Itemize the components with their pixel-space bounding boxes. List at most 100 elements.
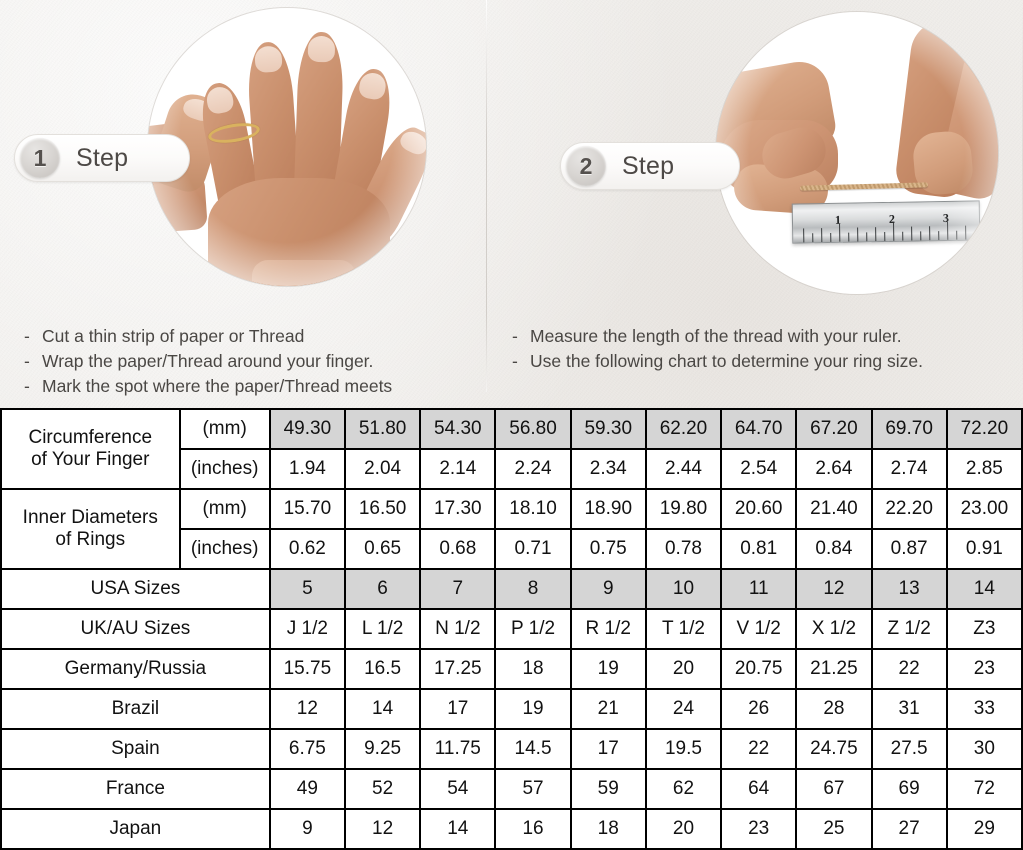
table-cell: 21.40 bbox=[795, 488, 873, 530]
table-cell: 12 bbox=[343, 808, 422, 850]
table-row: Inner Diameters of Rings (mm) 15.70 16.50 17.… bbox=[0, 488, 1023, 570]
table-cell: 10 bbox=[644, 568, 723, 610]
table-cell: 20 bbox=[644, 808, 723, 850]
table-cell: J 1/2 bbox=[268, 608, 346, 650]
table-cell: N 1/2 bbox=[419, 608, 497, 650]
table-cell: 0.75 bbox=[569, 528, 647, 570]
table-row: Circumference of Your Finger (mm) 49.30 51.8… bbox=[0, 408, 1023, 490]
bullet-dash: - bbox=[512, 351, 518, 371]
table-cell: 56.80 bbox=[494, 408, 572, 450]
table-cell: 14 bbox=[343, 688, 422, 730]
ring-size-conversion-table: Circumference of Your Finger (mm) 49.30 51.8… bbox=[0, 408, 1023, 850]
table-cell: 62 bbox=[644, 768, 723, 810]
row-header-label: UK/AU Sizes bbox=[0, 608, 271, 650]
table-cell: 52 bbox=[343, 768, 422, 810]
row-header-label: Spain bbox=[0, 728, 271, 770]
table-cell: 6 bbox=[343, 568, 422, 610]
instruction-text: Use the following chart to determine you… bbox=[530, 351, 923, 371]
table-cell: 12 bbox=[795, 568, 873, 610]
table-cell: 2.04 bbox=[343, 448, 422, 490]
table-cell: 19 bbox=[494, 688, 572, 730]
table-cell: 16.50 bbox=[343, 488, 422, 530]
table-cell: 0.78 bbox=[644, 528, 723, 570]
table-row: USA Sizes 5 6 7 8 9 10 11 12 13 14 bbox=[0, 568, 1023, 610]
step-2-photo: 1 2 3 bbox=[716, 12, 998, 294]
row-header-label: Japan bbox=[0, 808, 271, 850]
table-cell: Z 1/2 bbox=[870, 608, 948, 650]
table-cell: 15.70 bbox=[268, 488, 346, 530]
table-cell: 49.30 bbox=[268, 408, 346, 450]
instruction-line: - Measure the length of the thread with y… bbox=[512, 324, 923, 349]
bullet-dash: - bbox=[24, 351, 30, 371]
table-cell: 54 bbox=[419, 768, 497, 810]
table-cell: 9 bbox=[569, 568, 647, 610]
table-cell: 23 bbox=[720, 808, 798, 850]
step-2-number-circle: 2 bbox=[566, 146, 606, 186]
table-cell: 24 bbox=[644, 688, 723, 730]
table-cell: 2.74 bbox=[870, 448, 948, 490]
table-cell: 22 bbox=[870, 648, 948, 690]
table-cell: 2.44 bbox=[644, 448, 723, 490]
table-cell: 62.20 bbox=[644, 408, 723, 450]
table-cell: 18.10 bbox=[494, 488, 572, 530]
table-row: Brazil 12 14 17 19 21 24 26 28 31 33 bbox=[0, 688, 1023, 730]
step-1-instructions: - Cut a thin strip of paper or Thread - Wr… bbox=[24, 324, 392, 399]
table-cell: 69.70 bbox=[870, 408, 948, 450]
table-cell: 13 bbox=[870, 568, 948, 610]
table-row: UK/AU Sizes J 1/2 L 1/2 N 1/2 P 1/2 R 1/2 T 1/… bbox=[0, 608, 1023, 650]
table-cell: R 1/2 bbox=[569, 608, 647, 650]
table-cell: 12 bbox=[268, 688, 346, 730]
step-1-photo bbox=[148, 8, 426, 286]
table-cell: 16 bbox=[494, 808, 572, 850]
table-cell: 9 bbox=[268, 808, 346, 850]
table-cell: 72 bbox=[945, 768, 1023, 810]
instructions-area: 1 2 3 1 Step 2 Step -Cut a thin strip of… bbox=[0, 0, 1023, 408]
table-cell: 49 bbox=[268, 768, 346, 810]
table-cell: P 1/2 bbox=[494, 608, 572, 650]
table-cell: 2.34 bbox=[569, 448, 647, 490]
instruction-text: Wrap the paper/Thread around your finger… bbox=[42, 351, 374, 371]
table-cell: 14.5 bbox=[494, 728, 572, 770]
table-row: (inches) 1.94 2.04 2.14 2.24 2.34 2.44 2.54 2.64… bbox=[1, 448, 1023, 490]
row-unit-label: (inches) bbox=[178, 448, 271, 490]
table-cell: 29 bbox=[945, 808, 1023, 850]
table-row: Germany/Russia 15.75 16.5 17.25 18 19 20 20.75 2… bbox=[0, 648, 1023, 690]
table-cell: 28 bbox=[795, 688, 873, 730]
step-1-number: 1 bbox=[33, 144, 47, 171]
table-cell: 27 bbox=[870, 808, 948, 850]
row-header-label: Germany/Russia bbox=[0, 648, 271, 690]
table-cell: 72.20 bbox=[945, 408, 1023, 450]
table-cell: 0.71 bbox=[494, 528, 572, 570]
table-row: Japan 9 12 14 16 18 20 23 25 27 29 bbox=[0, 808, 1023, 850]
instruction-text: Measure the length of the thread with yo… bbox=[530, 326, 902, 346]
row-header-label: Inner Diameters of Rings bbox=[0, 488, 181, 570]
table-cell: 30 bbox=[945, 728, 1023, 770]
table-cell: 31 bbox=[870, 688, 948, 730]
instruction-line: - Mark the spot where the paper/Thread me… bbox=[24, 374, 392, 399]
bullet-dash: - bbox=[512, 326, 518, 346]
step-1-number-circle: 1 bbox=[20, 138, 60, 178]
row-header-label: Brazil bbox=[0, 688, 271, 730]
table-cell: 5 bbox=[268, 568, 346, 610]
table-cell: 16.5 bbox=[343, 648, 422, 690]
table-cell: 64 bbox=[720, 768, 798, 810]
table-cell: 0.62 bbox=[268, 528, 346, 570]
table-cell: 26 bbox=[720, 688, 798, 730]
row-header-label: Circumference of Your Finger bbox=[0, 408, 181, 490]
table-cell: 1.94 bbox=[268, 448, 346, 490]
table-cell: 0.87 bbox=[870, 528, 948, 570]
table-cell: 20 bbox=[644, 648, 723, 690]
table-cell: 51.80 bbox=[343, 408, 422, 450]
step-2-instructions: - Measure the length of the thread with y… bbox=[512, 324, 923, 374]
table-cell: 67.20 bbox=[795, 408, 873, 450]
table-cell: 24.75 bbox=[795, 728, 873, 770]
table-cell: 25 bbox=[795, 808, 873, 850]
table-cell: 14 bbox=[945, 568, 1023, 610]
table-cell: 64.70 bbox=[720, 408, 798, 450]
table-cell: L 1/2 bbox=[343, 608, 422, 650]
table-cell: 11.75 bbox=[419, 728, 497, 770]
table-cell: 19.5 bbox=[644, 728, 723, 770]
row-unit-label: (mm) bbox=[178, 408, 271, 450]
table-cell: 22.20 bbox=[870, 488, 948, 530]
table-cell: V 1/2 bbox=[720, 608, 798, 650]
